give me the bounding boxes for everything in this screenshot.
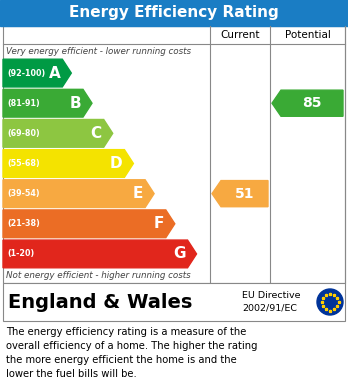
- Bar: [0, 0, 348, 26]
- Polygon shape: [272, 90, 343, 116]
- Text: EU Directive: EU Directive: [242, 291, 301, 300]
- Text: England & Wales: England & Wales: [8, 292, 192, 312]
- Bar: [3, 26, 345, 283]
- Text: (55-68): (55-68): [7, 159, 40, 168]
- Polygon shape: [3, 210, 175, 238]
- Text: (1-20): (1-20): [7, 249, 34, 258]
- Text: lower the fuel bills will be.: lower the fuel bills will be.: [6, 369, 137, 379]
- Polygon shape: [212, 181, 268, 207]
- Text: F: F: [153, 216, 164, 231]
- Text: E: E: [133, 186, 143, 201]
- Text: Energy Efficiency Rating: Energy Efficiency Rating: [69, 5, 279, 20]
- Text: Current: Current: [220, 30, 260, 40]
- Text: (81-91): (81-91): [7, 99, 40, 108]
- Text: Very energy efficient - lower running costs: Very energy efficient - lower running co…: [6, 47, 191, 56]
- Text: D: D: [110, 156, 122, 171]
- Text: C: C: [90, 126, 102, 141]
- Text: A: A: [49, 66, 60, 81]
- Circle shape: [317, 289, 343, 315]
- Polygon shape: [3, 240, 197, 268]
- Text: B: B: [69, 96, 81, 111]
- Text: (39-54): (39-54): [7, 189, 40, 198]
- Text: (69-80): (69-80): [7, 129, 40, 138]
- Text: 51: 51: [235, 187, 254, 201]
- Text: The energy efficiency rating is a measure of the: The energy efficiency rating is a measur…: [6, 327, 246, 337]
- Text: (92-100): (92-100): [7, 68, 45, 77]
- Polygon shape: [3, 89, 92, 117]
- Text: overall efficiency of a home. The higher the rating: overall efficiency of a home. The higher…: [6, 341, 258, 351]
- Polygon shape: [3, 59, 71, 87]
- Polygon shape: [3, 180, 154, 208]
- Text: Not energy efficient - higher running costs: Not energy efficient - higher running co…: [6, 271, 191, 280]
- Bar: [3, 283, 345, 321]
- Polygon shape: [3, 120, 113, 147]
- Text: 2002/91/EC: 2002/91/EC: [242, 304, 297, 313]
- Text: Potential: Potential: [285, 30, 331, 40]
- Text: (21-38): (21-38): [7, 219, 40, 228]
- Polygon shape: [3, 150, 133, 178]
- Text: G: G: [173, 246, 185, 262]
- Text: 85: 85: [302, 96, 322, 110]
- Text: the more energy efficient the home is and the: the more energy efficient the home is an…: [6, 355, 237, 365]
